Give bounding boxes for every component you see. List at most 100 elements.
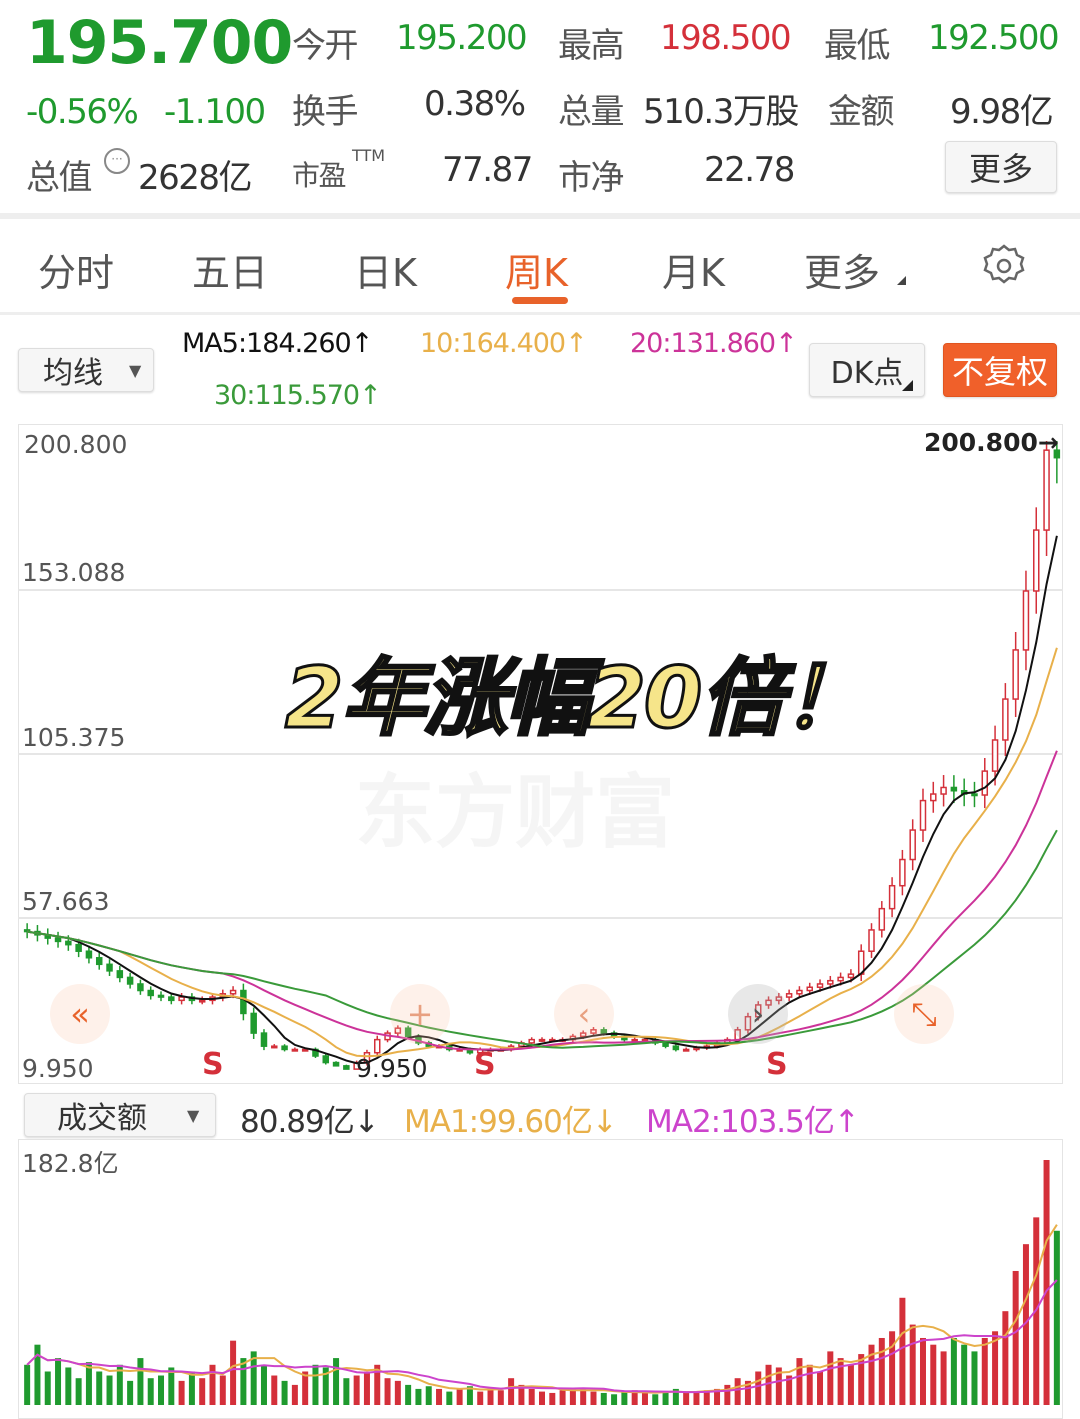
volume-indicator-selector[interactable]: 成交额 ▼	[24, 1093, 216, 1137]
ma30-line	[26, 829, 1058, 1049]
volume-bar	[528, 1388, 535, 1405]
candle-body	[971, 793, 978, 797]
volume-bar	[116, 1364, 123, 1405]
volume-bar	[219, 1375, 226, 1405]
volume-bar	[240, 1358, 247, 1405]
candle-body	[343, 1065, 350, 1070]
dropdown-corner-icon	[897, 276, 906, 285]
tab-weekly-k[interactable]: 周K	[505, 251, 568, 295]
candle-body	[168, 996, 175, 1002]
volume-bar	[796, 1358, 803, 1405]
volume-bar	[281, 1380, 288, 1405]
volume-bar	[621, 1391, 628, 1405]
candle-body	[899, 858, 906, 887]
pe-value: 77.87	[442, 150, 533, 190]
candle-body	[796, 989, 803, 995]
ma30-value: 30:115.570↑	[214, 380, 382, 411]
volume-bar	[230, 1340, 237, 1405]
mcap-value: 2628亿	[138, 158, 253, 198]
tab-monthly-k[interactable]: 月K	[662, 251, 725, 295]
volume-bar	[199, 1378, 206, 1405]
candle-body	[868, 929, 875, 952]
candle-body	[1012, 649, 1019, 700]
mcap-label: 总值	[26, 158, 93, 198]
volume-bar	[569, 1387, 576, 1405]
info-icon[interactable]: ···	[104, 148, 130, 174]
candle-body	[332, 1061, 340, 1067]
crosshair-icon[interactable]: +	[390, 984, 450, 1044]
volume-bar	[930, 1344, 937, 1405]
volume-bar	[322, 1367, 329, 1405]
volume-bar	[889, 1331, 896, 1405]
volume-bar	[940, 1351, 947, 1405]
volume-bar	[703, 1390, 710, 1405]
volume-bar	[961, 1344, 968, 1405]
dk-point-button[interactable]: DK点	[809, 343, 925, 397]
tab-intraday[interactable]: 分时	[38, 251, 115, 295]
volume-bar	[353, 1375, 360, 1405]
volume-bar	[209, 1364, 216, 1405]
tab-daily-k[interactable]: 日K	[354, 251, 417, 295]
volume-ma1: MA1:99.60亿↓	[404, 1104, 618, 1140]
volume-bar	[806, 1364, 813, 1405]
volume-bar	[65, 1367, 72, 1405]
volume-bar	[919, 1337, 926, 1405]
candle-body	[600, 1029, 608, 1034]
volume-bar	[672, 1388, 679, 1405]
volume-bar	[75, 1378, 82, 1405]
volume-bar	[1022, 1244, 1029, 1405]
volume-bar	[466, 1386, 473, 1405]
candle-body	[281, 1045, 288, 1051]
tab-more[interactable]: 更多	[804, 251, 881, 295]
volume-bar	[127, 1380, 134, 1405]
scroll-left-icon[interactable]: «	[50, 984, 110, 1044]
candle-body	[147, 989, 154, 997]
high-label: 最高	[558, 26, 625, 66]
volume-ma2: MA2:103.5亿↑	[646, 1104, 860, 1140]
ma10-value: 10:164.400↑	[420, 328, 588, 359]
no-adjust-button[interactable]: 不复权	[943, 343, 1057, 397]
volume-bar	[291, 1384, 298, 1405]
tab-five-day[interactable]: 五日	[192, 251, 269, 295]
zoom-out-icon[interactable]: ‹	[554, 984, 614, 1044]
candle-body	[106, 963, 113, 972]
volume-bar	[878, 1337, 885, 1405]
volume-bar	[971, 1351, 978, 1405]
pb-label: 市净	[558, 158, 625, 198]
fullscreen-icon[interactable]: ⤡	[894, 984, 954, 1044]
candle-body	[85, 950, 93, 959]
volume-bar	[508, 1378, 515, 1405]
caret-down-icon: ▼	[129, 360, 142, 380]
volume-bar	[518, 1384, 525, 1405]
divider	[0, 312, 1080, 315]
signal-marker: S	[202, 1047, 224, 1082]
candle-body	[991, 739, 999, 772]
volume-bar	[600, 1392, 607, 1405]
volume-bar	[302, 1371, 309, 1405]
settings-gear-icon[interactable]	[980, 242, 1028, 290]
candle-body	[919, 799, 927, 831]
more-quote-button[interactable]: 更多	[945, 141, 1057, 193]
zoom-in-icon[interactable]: ›	[728, 984, 788, 1044]
candle-body	[322, 1055, 330, 1064]
volume-bar	[662, 1391, 669, 1405]
volume-bar	[188, 1371, 195, 1405]
volume-bar	[363, 1371, 370, 1405]
volume-ma2-line	[26, 1279, 1058, 1394]
candle-body	[1043, 449, 1050, 531]
candle-body	[75, 943, 82, 952]
volume-bar	[786, 1375, 793, 1405]
candle-body	[930, 793, 937, 802]
volume-bar	[693, 1391, 700, 1405]
volume-value: 510.3万股	[643, 92, 799, 132]
pb-value: 22.78	[704, 150, 795, 190]
volume-bar	[580, 1388, 587, 1405]
candle-body	[198, 999, 206, 1003]
overlay-caption: 2年涨幅20倍！	[283, 649, 867, 748]
volume-bar	[497, 1390, 504, 1405]
indicator-selector[interactable]: 均线 ▼	[18, 348, 154, 392]
volume-bar	[1002, 1311, 1009, 1405]
volume-bar	[992, 1331, 999, 1405]
volume-bar	[652, 1394, 659, 1405]
last-price: 195.700	[26, 8, 293, 78]
